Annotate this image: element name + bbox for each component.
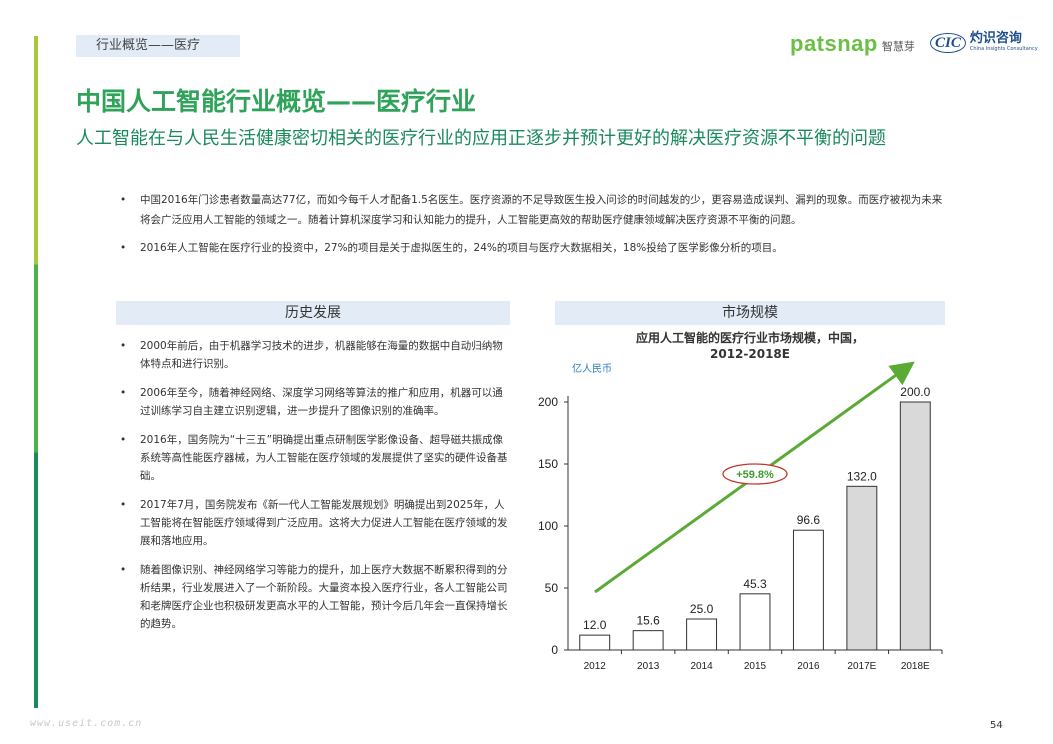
chart-title: 应用人工智能的医疗行业市场规模，中国， 2012-2018E	[555, 330, 945, 362]
x-tick-label: 2012	[584, 661, 607, 672]
y-tick-label: 0	[551, 643, 558, 657]
bullet-icon: •	[120, 242, 127, 254]
cagr-label: +59.8%	[736, 469, 774, 481]
cic-logo: CIC 灼识咨询 China Insights Consultancy	[930, 32, 1038, 53]
cic-name-en: China Insights Consultancy	[969, 46, 1038, 52]
bullet-text: 中国2016年门诊患者数量高达77亿，而如今每千人才配备1.5名医生。医疗资源的…	[140, 194, 943, 226]
bar-2018E	[899, 401, 931, 651]
history-list: • 2000年前后，由于机器学习技术的进步，机器能够在海量的数据中自动归纳物体特…	[120, 337, 510, 644]
patsnap-brand: patsnap	[790, 31, 878, 56]
x-tick-label: 2013	[637, 661, 660, 672]
x-tick-label: 2014	[690, 661, 713, 672]
list-item: • 2006年至今，随着神经网络、深度学习网络等算法的推广和应用，机器可以通过训…	[120, 384, 510, 420]
page-subtitle: 人工智能在与人民生活健康密切相关的医疗行业的应用正逐步并预计更好的解决医疗资源不…	[76, 128, 886, 149]
page-title: 中国人工智能行业概览——医疗行业	[76, 87, 477, 116]
market-size-chart: 亿人民币 0 50 100 150 200 12.0 2012 15.6 2013 25.0 2014…	[538, 361, 943, 672]
market-heading: 市场规模	[555, 301, 945, 325]
data-label: 200.0	[900, 385, 930, 399]
cic-mark: CIC	[930, 32, 966, 53]
history-text: 2017年7月，国务院发布《新一代人工智能发展规划》明确提出到2025年，人工智…	[140, 499, 508, 547]
chart-title-line2: 2012-2018E	[710, 347, 790, 361]
bar-2016	[792, 529, 824, 651]
bullet-icon: •	[120, 387, 127, 399]
y-tick-label: 50	[545, 581, 559, 595]
bullet-icon: •	[120, 564, 127, 576]
chart-title-line1: 应用人工智能的医疗行业市场规模，中国，	[635, 331, 864, 345]
patsnap-brand-cn: 智慧芽	[881, 40, 915, 53]
x-tick-label: 2017E	[847, 661, 876, 672]
footer-url: www.useit.com.cn	[30, 718, 143, 729]
bullet-icon: •	[120, 194, 127, 206]
top-bullet-list: • 中国2016年门诊患者数量高达77亿，而如今每千人才配备1.5名医生。医疗资…	[120, 190, 950, 266]
cagr-ellipse	[722, 463, 788, 485]
bar-2015	[739, 593, 771, 651]
bullet-icon: •	[120, 340, 127, 352]
data-label: 132.0	[847, 469, 877, 483]
history-heading: 历史发展	[116, 301, 510, 325]
bullet-text: 2016年人工智能在医疗行业的投资中，27%的项目是关于虚拟医生的，24%的项目…	[140, 242, 783, 254]
left-accent-bar	[34, 36, 38, 708]
bullet-icon: •	[120, 499, 127, 511]
x-tick-label: 2016	[797, 661, 820, 672]
bar-2013	[632, 630, 664, 651]
y-axis-unit-label: 亿人民币	[572, 362, 612, 375]
bar-2012	[579, 634, 611, 651]
y-tick-label: 150	[538, 457, 558, 471]
page-number: 54	[990, 720, 1003, 731]
bar-2017E	[846, 485, 878, 651]
data-label: 25.0	[690, 602, 714, 616]
bullet-icon: •	[120, 434, 127, 446]
data-label: 15.6	[636, 614, 660, 628]
list-item: • 2016年人工智能在医疗行业的投资中，27%的项目是关于虚拟医生的，24%的…	[120, 238, 950, 258]
history-text: 2016年，国务院为“十三五”明确提出重点研制医学影像设备、超导磁共振成像系统等…	[140, 434, 508, 482]
list-item: • 2016年，国务院为“十三五”明确提出重点研制医学影像设备、超导磁共振成像系…	[120, 431, 510, 485]
list-item: • 随着图像识别、神经网络学习等能力的提升，加上医疗大数据不断累积得到的分析结果…	[120, 561, 510, 633]
history-text: 2000年前后，由于机器学习技术的进步，机器能够在海量的数据中自动归纳物体特点和…	[140, 340, 503, 370]
cic-name-cn: 灼识咨询	[969, 31, 1022, 46]
data-label: 96.6	[797, 513, 821, 527]
list-item: • 中国2016年门诊患者数量高达77亿，而如今每千人才配备1.5名医生。医疗资…	[120, 190, 950, 230]
patsnap-logo: patsnap 智慧芽	[790, 30, 915, 58]
data-label: 45.3	[743, 577, 767, 591]
section-tag: 行业概览——医疗	[76, 35, 240, 57]
list-item: • 2017年7月，国务院发布《新一代人工智能发展规划》明确提出到2025年，人…	[120, 496, 510, 550]
x-tick-label: 2015	[744, 661, 767, 672]
x-tick-label: 2018E	[901, 661, 930, 672]
bar-2014	[686, 618, 718, 651]
y-tick-label: 100	[538, 519, 558, 533]
data-label: 12.0	[583, 618, 607, 632]
history-text: 随着图像识别、神经网络学习等能力的提升，加上医疗大数据不断累积得到的分析结果，行…	[140, 564, 508, 630]
history-text: 2006年至今，随着神经网络、深度学习网络等算法的推广和应用，机器可以通过训练学…	[140, 387, 503, 417]
list-item: • 2000年前后，由于机器学习技术的进步，机器能够在海量的数据中自动归纳物体特…	[120, 337, 510, 373]
y-tick-label: 200	[538, 395, 558, 409]
